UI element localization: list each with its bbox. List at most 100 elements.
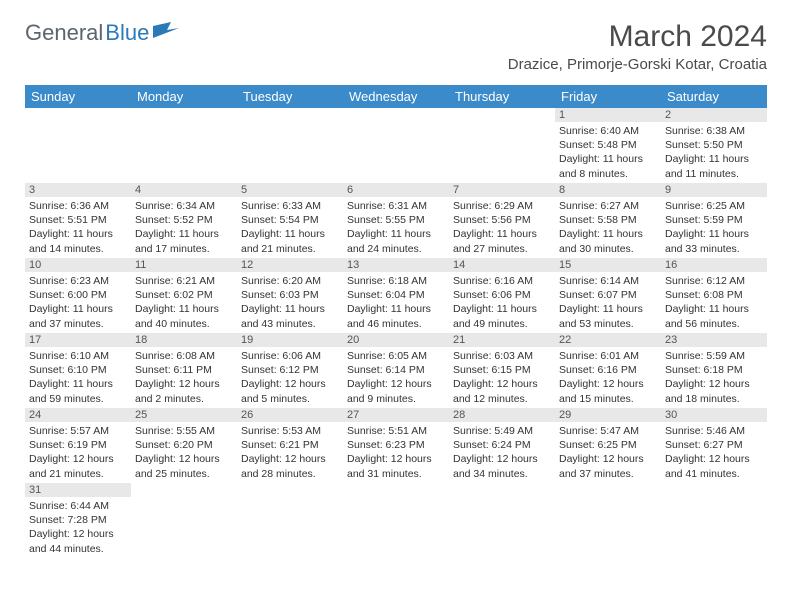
sunset-text: Sunset: 6:19 PM <box>29 438 127 452</box>
daylight-text: Daylight: 12 hours and 25 minutes. <box>135 452 233 480</box>
daylight-text: Daylight: 11 hours and 14 minutes. <box>29 227 127 255</box>
sunset-text: Sunset: 6:00 PM <box>29 288 127 302</box>
daylight-text: Daylight: 12 hours and 31 minutes. <box>347 452 445 480</box>
calendar-body: 1Sunrise: 6:40 AMSunset: 5:48 PMDaylight… <box>25 108 767 558</box>
sunrise-text: Sunrise: 6:25 AM <box>665 199 763 213</box>
sunset-text: Sunset: 6:12 PM <box>241 363 339 377</box>
day-number <box>343 483 449 497</box>
day-number <box>25 108 131 122</box>
daylight-text: Daylight: 11 hours and 53 minutes. <box>559 302 657 330</box>
calendar-day-cell <box>131 483 237 558</box>
daylight-text: Daylight: 12 hours and 28 minutes. <box>241 452 339 480</box>
calendar-week-row: 3Sunrise: 6:36 AMSunset: 5:51 PMDaylight… <box>25 183 767 258</box>
sunset-text: Sunset: 5:51 PM <box>29 213 127 227</box>
sunrise-text: Sunrise: 6:27 AM <box>559 199 657 213</box>
day-number: 9 <box>661 183 767 197</box>
sunrise-text: Sunrise: 6:20 AM <box>241 274 339 288</box>
day-number: 31 <box>25 483 131 497</box>
sunrise-text: Sunrise: 6:03 AM <box>453 349 551 363</box>
daylight-text: Daylight: 11 hours and 21 minutes. <box>241 227 339 255</box>
sunrise-text: Sunrise: 6:29 AM <box>453 199 551 213</box>
sunset-text: Sunset: 7:28 PM <box>29 513 127 527</box>
calendar-week-row: 1Sunrise: 6:40 AMSunset: 5:48 PMDaylight… <box>25 108 767 183</box>
sunset-text: Sunset: 6:23 PM <box>347 438 445 452</box>
day-details: Sunrise: 6:05 AMSunset: 6:14 PMDaylight:… <box>343 347 449 408</box>
calendar-day-cell <box>343 483 449 558</box>
calendar-day-cell: 16Sunrise: 6:12 AMSunset: 6:08 PMDayligh… <box>661 258 767 333</box>
daylight-text: Daylight: 11 hours and 17 minutes. <box>135 227 233 255</box>
day-number: 3 <box>25 183 131 197</box>
weekday-header: Saturday <box>661 85 767 108</box>
day-details: Sunrise: 5:57 AMSunset: 6:19 PMDaylight:… <box>25 422 131 483</box>
sunset-text: Sunset: 6:15 PM <box>453 363 551 377</box>
sunset-text: Sunset: 6:25 PM <box>559 438 657 452</box>
location-text: Drazice, Primorje-Gorski Kotar, Croatia <box>508 56 767 73</box>
calendar-day-cell <box>343 108 449 183</box>
day-details: Sunrise: 6:01 AMSunset: 6:16 PMDaylight:… <box>555 347 661 408</box>
sunrise-text: Sunrise: 6:06 AM <box>241 349 339 363</box>
day-number: 10 <box>25 258 131 272</box>
day-details: Sunrise: 6:03 AMSunset: 6:15 PMDaylight:… <box>449 347 555 408</box>
title-block: March 2024 Drazice, Primorje-Gorski Kota… <box>508 20 767 73</box>
calendar-day-cell: 22Sunrise: 6:01 AMSunset: 6:16 PMDayligh… <box>555 333 661 408</box>
daylight-text: Daylight: 11 hours and 27 minutes. <box>453 227 551 255</box>
sunset-text: Sunset: 6:03 PM <box>241 288 339 302</box>
day-number: 16 <box>661 258 767 272</box>
calendar-day-cell: 27Sunrise: 5:51 AMSunset: 6:23 PMDayligh… <box>343 408 449 483</box>
day-number: 22 <box>555 333 661 347</box>
flag-icon <box>153 22 179 45</box>
logo-text-blue: Blue <box>105 20 149 46</box>
sunset-text: Sunset: 6:24 PM <box>453 438 551 452</box>
sunrise-text: Sunrise: 6:12 AM <box>665 274 763 288</box>
calendar-day-cell: 13Sunrise: 6:18 AMSunset: 6:04 PMDayligh… <box>343 258 449 333</box>
sunrise-text: Sunrise: 6:38 AM <box>665 124 763 138</box>
day-number: 25 <box>131 408 237 422</box>
day-number <box>131 108 237 122</box>
sunset-text: Sunset: 6:08 PM <box>665 288 763 302</box>
daylight-text: Daylight: 12 hours and 15 minutes. <box>559 377 657 405</box>
daylight-text: Daylight: 12 hours and 12 minutes. <box>453 377 551 405</box>
day-details: Sunrise: 6:44 AMSunset: 7:28 PMDaylight:… <box>25 497 131 558</box>
day-number: 26 <box>237 408 343 422</box>
sunset-text: Sunset: 6:16 PM <box>559 363 657 377</box>
calendar-day-cell: 8Sunrise: 6:27 AMSunset: 5:58 PMDaylight… <box>555 183 661 258</box>
daylight-text: Daylight: 11 hours and 30 minutes. <box>559 227 657 255</box>
sunrise-text: Sunrise: 6:14 AM <box>559 274 657 288</box>
day-details: Sunrise: 6:31 AMSunset: 5:55 PMDaylight:… <box>343 197 449 258</box>
sunset-text: Sunset: 6:21 PM <box>241 438 339 452</box>
calendar-week-row: 10Sunrise: 6:23 AMSunset: 6:00 PMDayligh… <box>25 258 767 333</box>
calendar-table: SundayMondayTuesdayWednesdayThursdayFrid… <box>25 85 767 558</box>
sunset-text: Sunset: 6:20 PM <box>135 438 233 452</box>
day-number: 20 <box>343 333 449 347</box>
sunrise-text: Sunrise: 6:05 AM <box>347 349 445 363</box>
calendar-day-cell: 4Sunrise: 6:34 AMSunset: 5:52 PMDaylight… <box>131 183 237 258</box>
day-details: Sunrise: 5:46 AMSunset: 6:27 PMDaylight:… <box>661 422 767 483</box>
daylight-text: Daylight: 11 hours and 37 minutes. <box>29 302 127 330</box>
sunset-text: Sunset: 6:10 PM <box>29 363 127 377</box>
day-details: Sunrise: 6:29 AMSunset: 5:56 PMDaylight:… <box>449 197 555 258</box>
day-details: Sunrise: 5:51 AMSunset: 6:23 PMDaylight:… <box>343 422 449 483</box>
day-details: Sunrise: 6:16 AMSunset: 6:06 PMDaylight:… <box>449 272 555 333</box>
weekday-header: Sunday <box>25 85 131 108</box>
sunrise-text: Sunrise: 5:59 AM <box>665 349 763 363</box>
day-number: 2 <box>661 108 767 122</box>
day-details: Sunrise: 6:33 AMSunset: 5:54 PMDaylight:… <box>237 197 343 258</box>
day-number <box>661 483 767 497</box>
day-number: 1 <box>555 108 661 122</box>
sunrise-text: Sunrise: 5:46 AM <box>665 424 763 438</box>
sunrise-text: Sunrise: 6:36 AM <box>29 199 127 213</box>
calendar-week-row: 24Sunrise: 5:57 AMSunset: 6:19 PMDayligh… <box>25 408 767 483</box>
daylight-text: Daylight: 11 hours and 24 minutes. <box>347 227 445 255</box>
calendar-day-cell <box>661 483 767 558</box>
calendar-day-cell: 25Sunrise: 5:55 AMSunset: 6:20 PMDayligh… <box>131 408 237 483</box>
sunrise-text: Sunrise: 6:31 AM <box>347 199 445 213</box>
sunset-text: Sunset: 6:14 PM <box>347 363 445 377</box>
day-details: Sunrise: 5:49 AMSunset: 6:24 PMDaylight:… <box>449 422 555 483</box>
day-details: Sunrise: 6:23 AMSunset: 6:00 PMDaylight:… <box>25 272 131 333</box>
sunrise-text: Sunrise: 6:40 AM <box>559 124 657 138</box>
weekday-header: Monday <box>131 85 237 108</box>
calendar-week-row: 17Sunrise: 6:10 AMSunset: 6:10 PMDayligh… <box>25 333 767 408</box>
day-details: Sunrise: 6:36 AMSunset: 5:51 PMDaylight:… <box>25 197 131 258</box>
day-number: 5 <box>237 183 343 197</box>
daylight-text: Daylight: 11 hours and 59 minutes. <box>29 377 127 405</box>
